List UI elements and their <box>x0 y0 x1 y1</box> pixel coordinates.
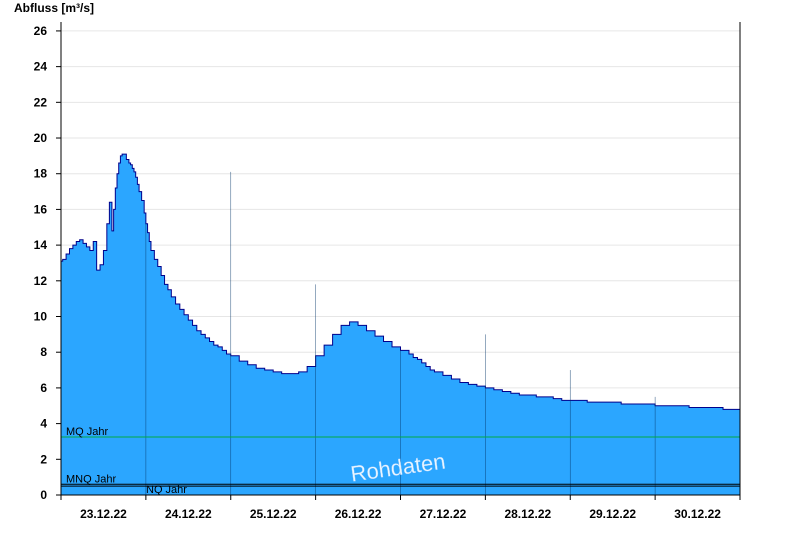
y-tick-label: 4 <box>40 417 47 431</box>
reference-label: MNQ Jahr <box>66 473 116 485</box>
x-tick-labels: 23.12.22 24.12.22 25.12.22 26.12.22 27.12.22… <box>60 495 741 521</box>
y-tick-label: 0 <box>40 488 47 502</box>
day-separators <box>145 171 656 495</box>
x-tick-label: 23.12.22 <box>80 507 127 521</box>
reference-label: NQ Jahr <box>146 484 187 496</box>
y-axis-label: Abfluss [m³/s] <box>14 1 95 15</box>
x-tick-label: 27.12.22 <box>420 507 467 521</box>
discharge-line <box>61 153 740 410</box>
y-tick-label: 24 <box>34 60 48 74</box>
y-tick-label: 2 <box>40 452 47 466</box>
y-tick-label: 26 <box>34 24 48 38</box>
x-tick-label: 30.12.22 <box>674 507 721 521</box>
x-tick-label: 29.12.22 <box>589 507 636 521</box>
x-tick-label: 24.12.22 <box>165 507 212 521</box>
reference-lines: MQ Jahr MNQ Jahr NQ Jahr <box>61 426 740 496</box>
y-tick-label: 6 <box>40 381 47 395</box>
y-tick-label: 12 <box>34 274 48 288</box>
y-tick-label: 18 <box>34 167 48 181</box>
reference-label: MQ Jahr <box>66 426 109 438</box>
y-tick-label: 16 <box>34 202 48 216</box>
x-tick-label: 28.12.22 <box>504 507 551 521</box>
x-tick-label: 26.12.22 <box>335 507 382 521</box>
y-tick-label: 14 <box>34 238 48 252</box>
y-tick-label: 22 <box>34 95 48 109</box>
y-tick-label: 8 <box>40 345 47 359</box>
y-tick-label: 20 <box>34 131 48 145</box>
y-tick-label: 10 <box>34 310 48 324</box>
x-tick-label: 25.12.22 <box>250 507 297 521</box>
